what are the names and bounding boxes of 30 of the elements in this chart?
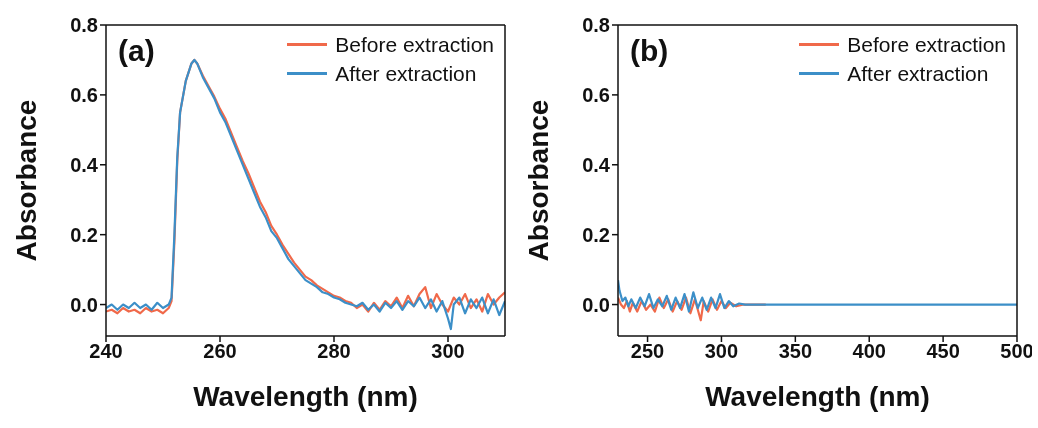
- x-tick-label: 450: [926, 340, 960, 363]
- x-tick-label: 500: [1000, 340, 1034, 363]
- legend-label: After extraction: [847, 61, 989, 87]
- y-tick-label: 0.8: [582, 14, 610, 37]
- x-tick-label: 240: [89, 340, 123, 363]
- x-tick-label: 260: [203, 340, 237, 363]
- y-tick-label: 0.6: [70, 83, 98, 106]
- y-tick-label: 0.6: [582, 83, 610, 106]
- y-axis-title: Absorbance: [10, 99, 42, 262]
- legend-label: After extraction: [335, 61, 477, 87]
- annotation: (b): [630, 34, 669, 68]
- y-tick-label: 0.0: [70, 293, 98, 316]
- x-axis-title: Wavelength (nm): [193, 381, 418, 412]
- y-tick-label: 0.0: [582, 293, 610, 316]
- y-tick-label: 0.2: [70, 223, 98, 246]
- y-tick-label: 0.4: [70, 153, 99, 176]
- x-tick-label: 400: [852, 340, 886, 363]
- y-tick-label: 0.8: [70, 14, 98, 37]
- x-axis-title: Wavelength (nm): [705, 381, 930, 412]
- legend-label: Before extraction: [847, 32, 1006, 58]
- x-tick-label: 250: [630, 340, 665, 363]
- y-tick-label: 0.2: [582, 223, 610, 246]
- x-tick-label: 350: [778, 340, 813, 363]
- annotation: (a): [118, 34, 155, 68]
- legend-label: Before extraction: [335, 32, 494, 58]
- y-tick-label: 0.4: [582, 153, 611, 176]
- y-axis-title: Absorbance: [522, 99, 554, 262]
- x-tick-label: 300: [704, 340, 739, 363]
- x-tick-label: 300: [431, 340, 465, 363]
- x-tick-label: 280: [317, 340, 351, 363]
